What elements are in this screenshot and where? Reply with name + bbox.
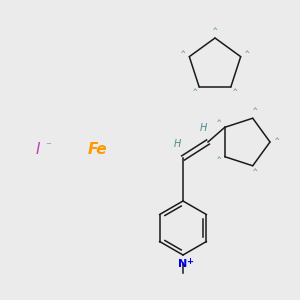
Text: ⁻: ⁻: [45, 141, 51, 151]
Text: Fe: Fe: [87, 142, 107, 158]
Text: ^: ^: [217, 156, 221, 165]
Text: I: I: [36, 142, 40, 158]
Text: ^: ^: [253, 107, 257, 116]
Text: ^: ^: [217, 119, 221, 128]
Text: ^: ^: [193, 88, 197, 97]
Text: ^: ^: [213, 26, 217, 35]
Text: ^: ^: [245, 50, 250, 59]
Text: ^: ^: [233, 88, 237, 97]
Text: ^: ^: [253, 168, 257, 177]
Text: ^: ^: [180, 50, 185, 59]
Text: ^: ^: [275, 137, 279, 146]
Text: H: H: [173, 139, 181, 149]
Text: +: +: [187, 257, 194, 266]
Text: H: H: [199, 123, 207, 133]
Text: N: N: [178, 259, 188, 269]
